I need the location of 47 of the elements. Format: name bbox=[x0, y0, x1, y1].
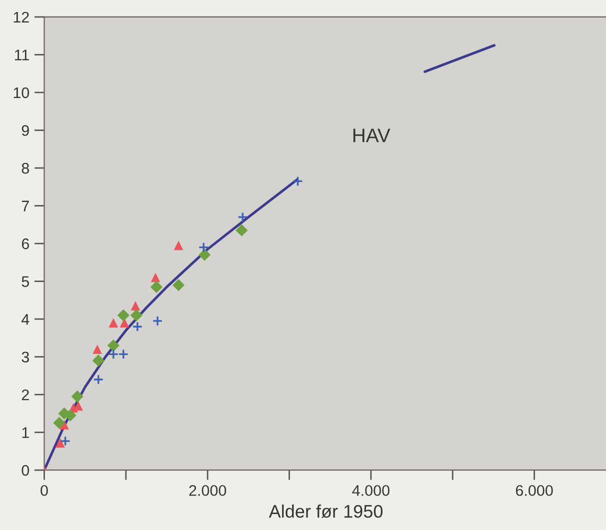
point bbox=[118, 348, 129, 360]
point bbox=[292, 176, 303, 186]
point bbox=[236, 224, 248, 236]
point bbox=[152, 316, 163, 326]
point bbox=[108, 318, 118, 328]
x-tick-label: 0 bbox=[40, 485, 48, 496]
y-tick-label: 5 bbox=[22, 276, 30, 287]
y-tick-label: 8 bbox=[22, 162, 29, 174]
y-tick-label: 10 bbox=[14, 87, 30, 98]
y-tick-label: 3 bbox=[22, 352, 29, 363]
point bbox=[92, 344, 102, 354]
line-series bbox=[44, 178, 299, 470]
y-tick-label: 11 bbox=[14, 50, 29, 60]
y-tick-label: 0 bbox=[22, 464, 30, 476]
point bbox=[130, 309, 143, 322]
y-tick-label: 7 bbox=[22, 200, 29, 212]
point bbox=[117, 309, 130, 322]
annotation: HAV bbox=[353, 128, 390, 142]
point bbox=[198, 248, 211, 261]
x-tick-label: 6.000 bbox=[516, 485, 553, 496]
point bbox=[74, 401, 83, 411]
point bbox=[53, 416, 66, 429]
point bbox=[132, 321, 143, 332]
y-tick-label: 6 bbox=[22, 238, 29, 250]
x-axis-title: Alder før 1950 bbox=[268, 504, 383, 518]
point bbox=[92, 354, 104, 367]
y-tick-label: 4 bbox=[22, 314, 30, 325]
point bbox=[71, 390, 84, 403]
point bbox=[60, 436, 71, 446]
point bbox=[172, 279, 185, 292]
point bbox=[150, 280, 163, 294]
point bbox=[120, 318, 130, 328]
point bbox=[198, 242, 209, 253]
y-tick-label: 9 bbox=[22, 125, 29, 136]
y-tick-label: 12 bbox=[14, 12, 29, 22]
y-tick-label: 1 bbox=[22, 427, 29, 438]
point bbox=[56, 438, 65, 448]
point bbox=[130, 301, 140, 310]
point bbox=[237, 212, 248, 222]
y-tick-label: 2 bbox=[22, 389, 29, 400]
point bbox=[108, 348, 119, 360]
x-tick-label: 2.000 bbox=[189, 485, 226, 496]
point bbox=[150, 272, 160, 282]
point bbox=[174, 240, 184, 250]
point bbox=[107, 339, 120, 352]
point bbox=[93, 374, 104, 385]
x-tick-label: 4.000 bbox=[352, 485, 390, 496]
